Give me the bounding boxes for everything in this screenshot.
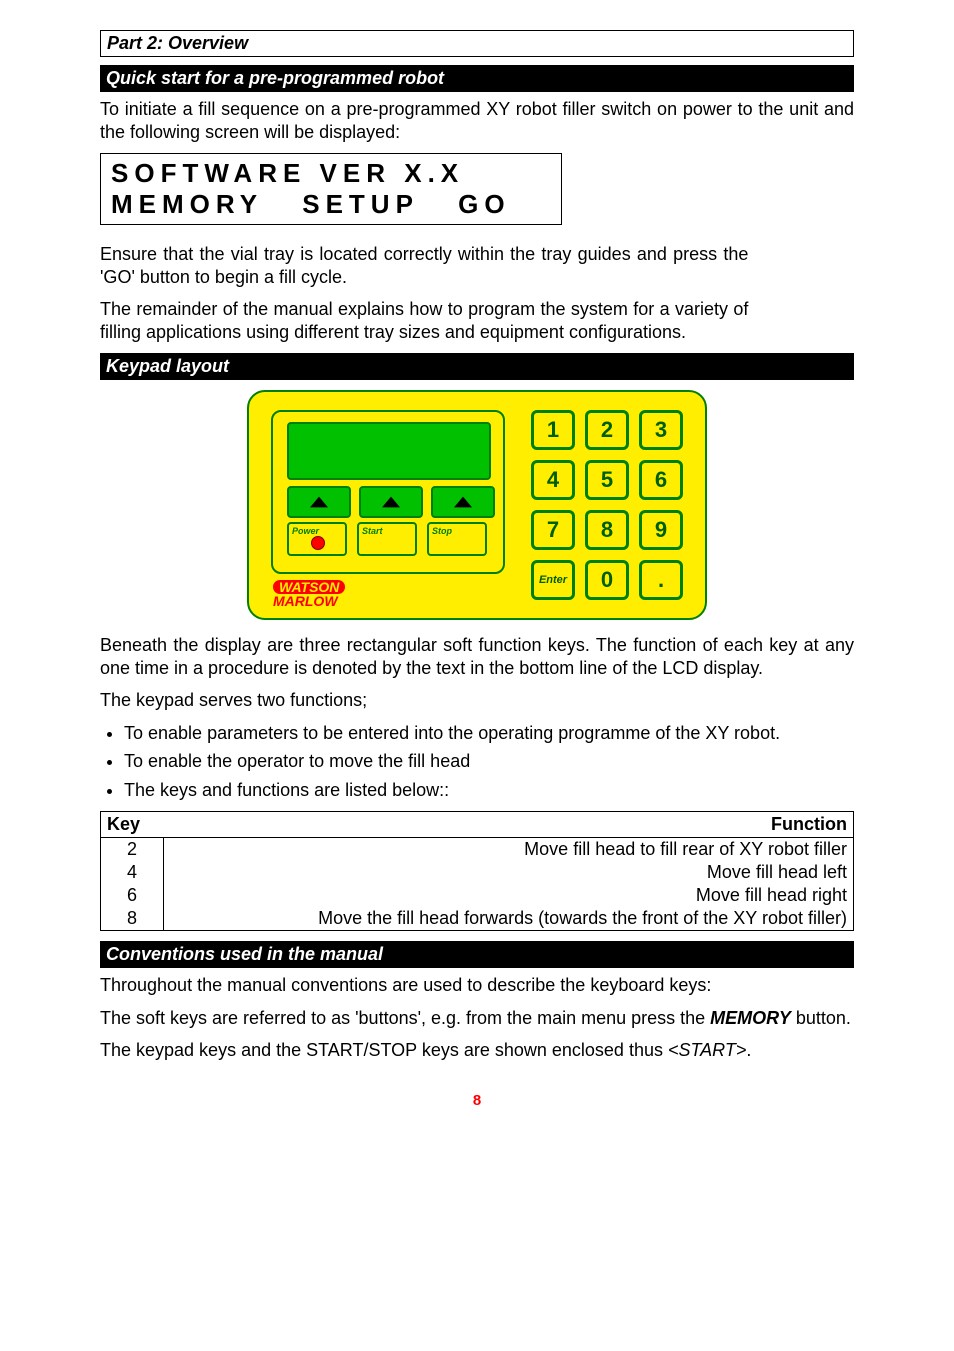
- part-header: Part 2: Overview: [100, 30, 854, 57]
- numkey-4: 4: [531, 460, 575, 500]
- cell-key: 2: [101, 838, 164, 862]
- bullet-3: The keys and functions are listed below:…: [124, 779, 854, 802]
- status-row: Power Start Stop: [287, 522, 487, 556]
- conv-p3-pre: The keypad keys and the START/STOP keys …: [100, 1040, 668, 1060]
- table-row: 4 Move fill head left: [101, 861, 854, 884]
- lcd-line-2: MEMORY SETUP GO: [111, 189, 551, 220]
- keypad-screen: [287, 422, 491, 480]
- status-power: Power: [287, 522, 347, 556]
- numkey-1: 1: [531, 410, 575, 450]
- conv-p3-italic: <START>: [668, 1040, 746, 1060]
- conv-p3-post: .: [746, 1040, 751, 1060]
- keypad-illustration-wrap: Power Start Stop WATSON MARLOW 1 2: [100, 390, 854, 620]
- softkey-row: [287, 486, 495, 518]
- numkey-2: 2: [585, 410, 629, 450]
- softkey-3: [431, 486, 495, 518]
- cell-func: Move fill head to fill rear of XY robot …: [164, 838, 854, 862]
- keypad-illustration: Power Start Stop WATSON MARLOW 1 2: [247, 390, 707, 620]
- bullet-1: To enable parameters to be entered into …: [124, 722, 854, 745]
- quickstart-p2: The remainder of the manual explains how…: [100, 298, 748, 343]
- up-arrow-icon: [382, 496, 400, 508]
- up-arrow-icon: [454, 496, 472, 508]
- section-keypad-title: Keypad layout: [100, 353, 854, 380]
- numkey-6: 6: [639, 460, 683, 500]
- power-led-icon: [311, 536, 325, 550]
- numkey-8: 8: [585, 510, 629, 550]
- cell-key: 6: [101, 884, 164, 907]
- th-key: Key: [101, 812, 164, 838]
- keypad-p2: The keypad serves two functions;: [100, 689, 854, 712]
- page-container: Part 2: Overview Quick start for a pre-p…: [0, 0, 954, 1149]
- cell-func: Move fill head right: [164, 884, 854, 907]
- up-arrow-icon: [310, 496, 328, 508]
- numkey-dot: .: [639, 560, 683, 600]
- numkey-3: 3: [639, 410, 683, 450]
- numkey-9: 9: [639, 510, 683, 550]
- logo-line2: MARLOW: [273, 593, 338, 609]
- conv-p2-pre: The soft keys are referred to as 'button…: [100, 1008, 710, 1028]
- table-row: 8 Move the fill head forwards (towards t…: [101, 907, 854, 931]
- status-stop: Stop: [427, 522, 487, 556]
- numpad: 1 2 3 4 5 6 7 8 9 Enter 0 .: [531, 410, 683, 600]
- lcd-line-1: SOFTWARE VER X.X: [111, 158, 551, 189]
- softkey-1: [287, 486, 351, 518]
- conventions-p2: The soft keys are referred to as 'button…: [100, 1007, 854, 1030]
- quickstart-intro: To initiate a fill sequence on a pre-pro…: [100, 98, 854, 143]
- quickstart-p1: Ensure that the vial tray is located cor…: [100, 243, 748, 288]
- page-number: 8: [100, 1092, 854, 1109]
- cell-func: Move fill head left: [164, 861, 854, 884]
- lcd-display: SOFTWARE VER X.X MEMORY SETUP GO: [100, 153, 562, 225]
- table-header-row: Key Function: [101, 812, 854, 838]
- cell-func: Move the fill head forwards (towards the…: [164, 907, 854, 931]
- numkey-0: 0: [585, 560, 629, 600]
- keypad-p1: Beneath the display are three rectangula…: [100, 634, 854, 679]
- th-function: Function: [164, 812, 854, 838]
- numkey-enter: Enter: [531, 560, 575, 600]
- cell-key: 8: [101, 907, 164, 931]
- brand-logo: WATSON MARLOW: [273, 580, 345, 608]
- status-start-label: Start: [362, 526, 383, 536]
- key-function-table: Key Function 2 Move fill head to fill re…: [100, 811, 854, 931]
- logo-line1: WATSON: [273, 580, 345, 594]
- keypad-left-panel: Power Start Stop: [271, 410, 505, 574]
- conv-p2-post: button.: [791, 1008, 851, 1028]
- table-row: 6 Move fill head right: [101, 884, 854, 907]
- status-start: Start: [357, 522, 417, 556]
- numkey-5: 5: [585, 460, 629, 500]
- table-row: 2 Move fill head to fill rear of XY robo…: [101, 838, 854, 862]
- cell-key: 4: [101, 861, 164, 884]
- softkey-2: [359, 486, 423, 518]
- status-stop-label: Stop: [432, 526, 452, 536]
- section-quickstart-title: Quick start for a pre-programmed robot: [100, 65, 854, 92]
- section-conventions-title: Conventions used in the manual: [100, 941, 854, 968]
- bullet-2: To enable the operator to move the fill …: [124, 750, 854, 773]
- keypad-bullets: To enable parameters to be entered into …: [100, 722, 854, 802]
- conventions-p3: The keypad keys and the START/STOP keys …: [100, 1039, 854, 1062]
- status-power-label: Power: [292, 526, 319, 536]
- conv-p2-bold: MEMORY: [710, 1008, 791, 1028]
- conventions-p1: Throughout the manual conventions are us…: [100, 974, 854, 997]
- numkey-7: 7: [531, 510, 575, 550]
